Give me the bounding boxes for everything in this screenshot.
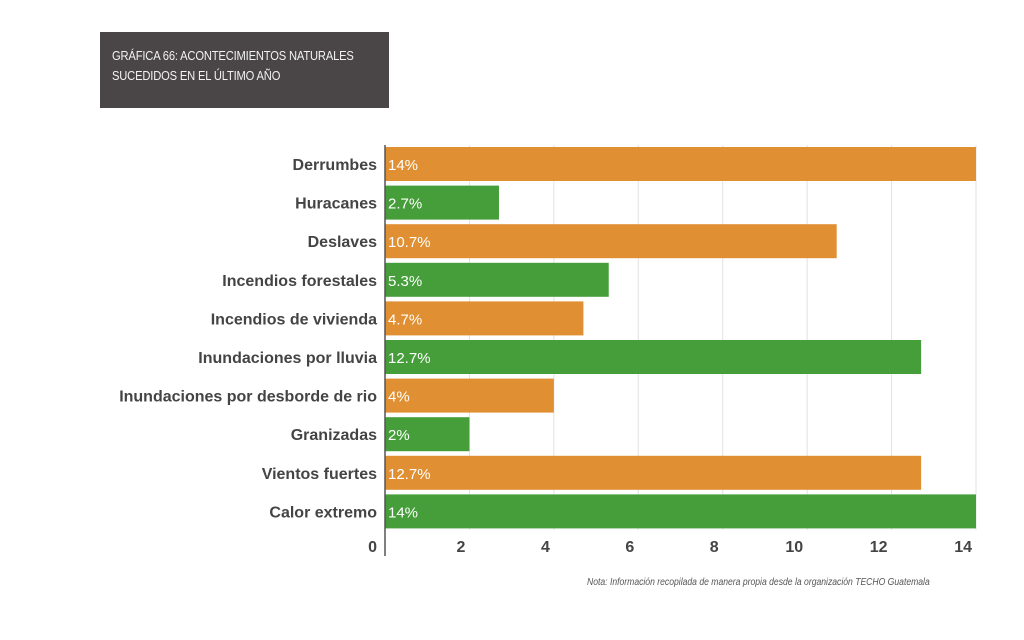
bar-value-label-2: 10.7% xyxy=(388,234,431,251)
chart-title-line-1: GRÁFICA 66: ACONTECIMIENTOS NATURALES xyxy=(112,48,354,63)
category-label-2: Deslaves xyxy=(308,234,377,251)
category-label-7: Granizadas xyxy=(291,427,377,444)
category-label-1: Huracanes xyxy=(295,196,377,213)
bar-3 xyxy=(385,262,609,297)
bar-value-label-1: 2.7% xyxy=(388,196,422,213)
bar-7 xyxy=(385,417,470,452)
x-tick-label-2: 2 xyxy=(457,539,466,556)
bar-value-label-9: 14% xyxy=(388,504,418,521)
category-label-4: Incendios de vivienda xyxy=(211,311,377,328)
category-label-8: Vientos fuertes xyxy=(262,466,377,483)
chart-title-line-2: SUCEDIDOS EN EL ÚLTIMO AÑO xyxy=(112,68,281,83)
x-tick-label-6: 6 xyxy=(625,539,634,556)
x-tick-label-4: 4 xyxy=(541,539,550,556)
bar-value-label-3: 5.3% xyxy=(388,273,422,290)
source-note: Nota: Información recopilada de manera p… xyxy=(587,577,930,588)
x-tick-label-8: 8 xyxy=(710,539,719,556)
bar-value-label-5: 12.7% xyxy=(388,350,431,367)
x-tick-label-10: 10 xyxy=(785,539,803,556)
bar-4 xyxy=(385,301,584,336)
chart-title-box: GRÁFICA 66: ACONTECIMIENTOS NATURALES SU… xyxy=(100,32,389,108)
category-label-0: Derrumbes xyxy=(293,157,378,174)
x-tick-label-0: 0 xyxy=(368,539,377,556)
category-label-6: Inundaciones por desborde de rio xyxy=(119,389,377,406)
bar-value-label-0: 14% xyxy=(388,157,418,174)
bar-value-label-8: 12.7% xyxy=(388,466,431,483)
bar-5 xyxy=(385,340,922,374)
x-tick-label-14: 14 xyxy=(954,539,972,556)
bar-value-label-6: 4% xyxy=(388,389,410,406)
x-tick-label-12: 12 xyxy=(870,539,888,556)
bar-0 xyxy=(385,147,976,181)
bar-value-label-7: 2% xyxy=(388,427,410,444)
bar-9 xyxy=(385,494,976,529)
bar-value-label-4: 4.7% xyxy=(388,311,422,328)
bar-1 xyxy=(385,185,499,220)
category-label-5: Inundaciones por lluvia xyxy=(198,350,377,367)
category-label-9: Calor extremo xyxy=(269,504,377,521)
bar-8 xyxy=(385,455,922,490)
category-label-3: Incendios forestales xyxy=(222,273,377,290)
bar-2 xyxy=(385,224,837,259)
bar-6 xyxy=(385,378,554,413)
